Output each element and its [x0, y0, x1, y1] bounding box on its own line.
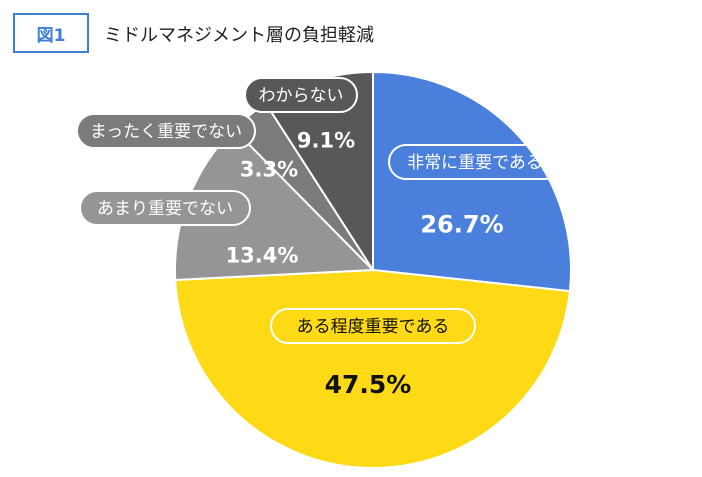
slice-value-label: 3.3%: [240, 158, 298, 182]
category-label-text: わからない: [259, 86, 344, 106]
slice-value-label: 47.5%: [325, 370, 412, 399]
category-label-pill: [270, 308, 476, 344]
slice-category-label: ある程度重要である: [270, 308, 476, 344]
pie-slice: [174, 268, 571, 469]
slice-value-label: 13.4%: [226, 244, 299, 268]
slice-category-label: あまり重要でない: [79, 190, 251, 226]
slice-category-label: まったく重要でない: [76, 113, 256, 149]
slice-value-label: 9.1%: [297, 129, 355, 153]
slice-category-label: わからない: [244, 77, 358, 113]
category-label-pill: [388, 144, 562, 180]
category-label-text: まったく重要でない: [90, 122, 242, 142]
slice-category-label: 非常に重要である: [388, 144, 562, 180]
category-label-text: 非常に重要である: [407, 153, 543, 173]
category-label-text: あまり重要でない: [97, 199, 233, 219]
slice-value-label: 26.7%: [420, 211, 503, 239]
figure-number-badge: 図1: [13, 13, 89, 53]
category-label-pill: [76, 113, 256, 149]
pie-slice: [372, 70, 572, 293]
chart-title: ミドルマネジメント層の負担軽減: [104, 25, 374, 46]
category-label-pill: [244, 77, 358, 113]
category-label-pill: [79, 190, 251, 226]
category-label-text: ある程度重要である: [297, 317, 450, 337]
